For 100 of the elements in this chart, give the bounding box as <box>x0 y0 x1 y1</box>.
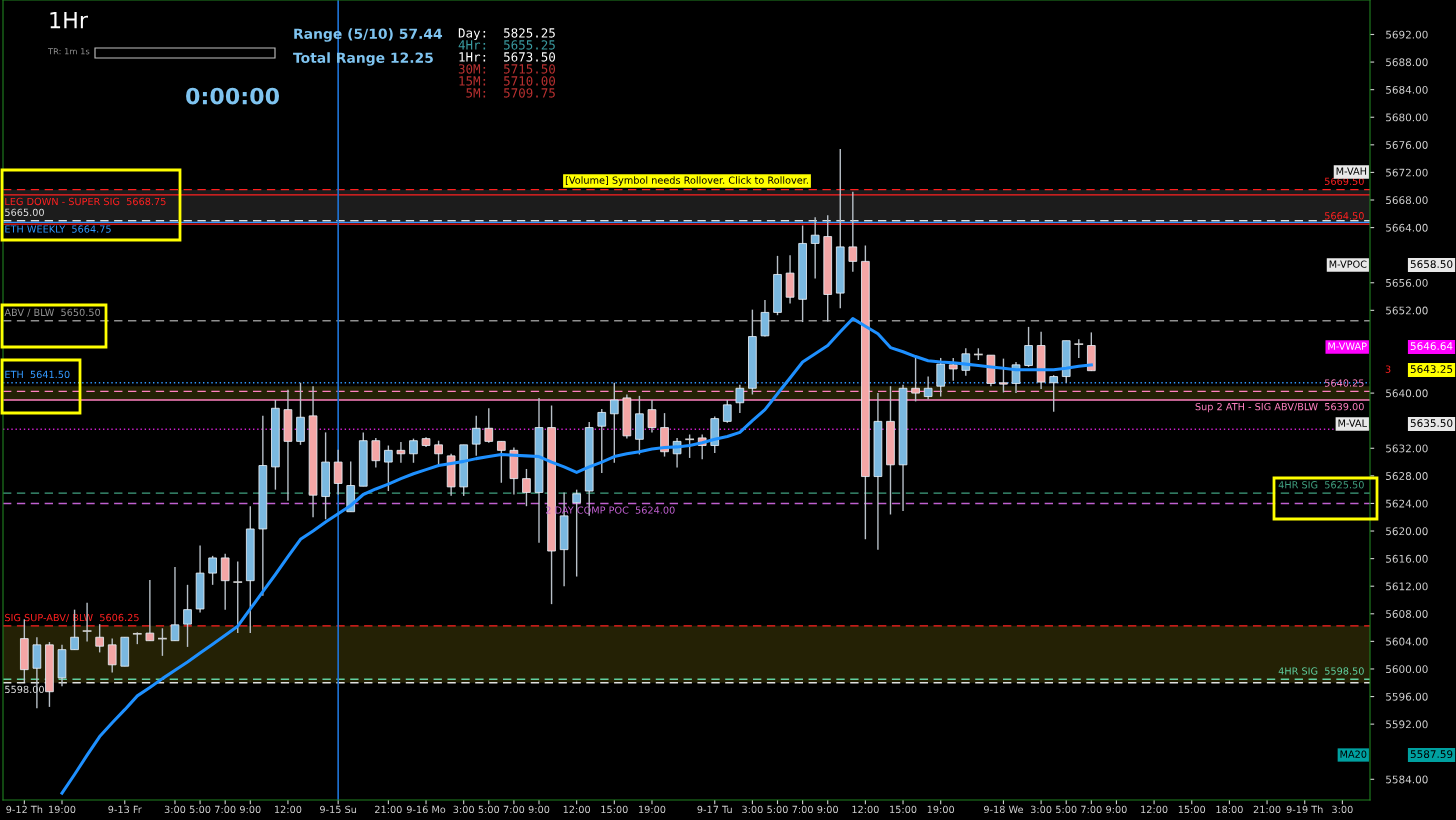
x-tick-label: 3:00 <box>453 805 474 814</box>
text: 5646.64 <box>1410 342 1453 351</box>
x-tick-label: 5:00 <box>767 805 788 814</box>
x-tick-label: 7:00 <box>792 805 813 814</box>
annotation: M-VAL <box>1338 419 1367 427</box>
x-tick-label: 7:00 <box>1081 805 1102 814</box>
ref-line-label: 5640.25 <box>1324 379 1364 387</box>
x-tick-label: 12:00 <box>852 805 879 814</box>
ref-line-label: LEG DOWN - SUPER SIG 5668.75 <box>5 197 166 206</box>
annotation: Day: 5825.25 <box>458 28 555 41</box>
ref-line-label: 5669.50 <box>1324 177 1364 185</box>
x-tick-label: 12:00 <box>1141 805 1168 814</box>
x-tick-label: 15:00 <box>601 805 628 814</box>
ref-line-label: 4HR SIG 5625.50 <box>1278 481 1364 489</box>
candlestick <box>220 553 230 611</box>
candlestick <box>848 191 858 273</box>
y-tick-label: 5628.00 <box>1386 472 1428 480</box>
x-tick-label: 21:00 <box>375 805 402 814</box>
ref-line-label: 4HR SIG 5598.50 <box>1278 667 1364 675</box>
candlestick <box>107 637 117 674</box>
annotation: TR: 1m 1s <box>47 48 90 55</box>
y-tick-label: 5672.00 <box>1386 168 1428 177</box>
annotation: 0:00:00 <box>186 87 280 105</box>
candlestick <box>232 560 243 634</box>
x-tick-label: 5:00 <box>189 805 211 814</box>
candlestick <box>610 382 619 464</box>
text: 5635.50 <box>1410 419 1453 428</box>
candlestick <box>522 468 531 507</box>
candlestick <box>923 375 933 401</box>
candlestick <box>647 399 657 434</box>
x-tick-label: 15:00 <box>1178 805 1206 814</box>
ref-line-label: ETH WEEKLY 5664.75 <box>5 225 111 233</box>
x-tick-label: 9-13 Fr <box>108 805 142 814</box>
candlestick <box>1024 326 1033 368</box>
x-tick-label: 9:00 <box>528 805 550 814</box>
candlestick <box>434 439 443 465</box>
y-tick-label: 5640.00 <box>1386 389 1428 398</box>
x-tick-label: 9-17 Tu <box>697 805 732 814</box>
x-tick-label: 9-15 Su <box>320 805 357 814</box>
y-tick-label: 5656.00 <box>1386 278 1428 287</box>
y-tick-label: 5620.00 <box>1386 527 1428 536</box>
x-tick-label: 19:00 <box>639 805 666 814</box>
y-tick-label: 5652.00 <box>1386 306 1428 315</box>
annotation: 1Hr: 5673.50 <box>459 52 556 62</box>
x-tick-label: 3:00 <box>164 805 186 814</box>
annotation: MA20 <box>1340 750 1367 758</box>
x-tick-label: 9:00 <box>1106 805 1127 814</box>
candlestick <box>597 408 607 474</box>
candlestick <box>145 579 155 642</box>
y-tick-label: 5612.00 <box>1386 582 1428 591</box>
candlestick <box>760 299 770 338</box>
annotation: 4Hr: 5655.25 <box>458 40 555 50</box>
x-tick-label: 9:00 <box>239 805 261 814</box>
annotation: 1Hr <box>50 11 88 29</box>
x-tick-label: 7:00 <box>503 805 525 814</box>
candlestick <box>999 357 1008 394</box>
candlestick <box>396 441 406 464</box>
y-tick-label: 5692.00 <box>1386 30 1428 39</box>
annotation: 30M: 5715.50 <box>458 64 556 74</box>
text: 5643.25 <box>1410 365 1453 374</box>
candlestick <box>333 448 343 496</box>
y-tick-label: 5616.00 <box>1386 554 1428 563</box>
candlestick <box>1073 338 1085 359</box>
candlestick <box>911 357 920 403</box>
x-tick-label: 3:00 <box>1030 805 1052 814</box>
x-tick-label: 21:00 <box>1253 805 1281 814</box>
candlestick <box>409 437 418 464</box>
y-tick-label: 5680.00 <box>1386 113 1428 122</box>
y-tick-label: 5664.00 <box>1386 223 1428 232</box>
x-tick-label: 9-16 Mo <box>406 805 446 814</box>
candlestick <box>183 584 192 648</box>
candlestick <box>170 566 180 642</box>
y-tick-label: 5684.00 <box>1386 85 1428 94</box>
x-tick-label: 9-18 We <box>983 805 1024 814</box>
y-tick-label: 5608.00 <box>1386 610 1428 618</box>
annotation: M-VAH <box>1336 167 1367 175</box>
y-tick-label: 5632.00 <box>1386 444 1428 453</box>
candlestick <box>497 440 506 484</box>
x-tick-label: 12:00 <box>275 805 302 814</box>
y-tick-label: 5676.00 <box>1386 141 1428 149</box>
candlestick <box>484 407 494 444</box>
candlestick <box>95 623 104 654</box>
y-tick-label: 5600.00 <box>1386 665 1428 674</box>
annotation: 15M: 5710.00 <box>459 76 556 86</box>
x-tick-label: 3:00 <box>1332 805 1353 814</box>
candlestick <box>371 437 381 469</box>
x-tick-label: 5:00 <box>478 805 500 814</box>
candlestick <box>684 433 695 459</box>
annotation: M-VWAP <box>1328 342 1367 350</box>
y-tick-label: 5688.00 <box>1386 58 1428 67</box>
annotation: [Volume] Symbol needs Rollover. Click to Rollover. <box>565 176 808 186</box>
ref-line-label: 5665.00 <box>5 208 44 217</box>
y-tick-label: 5596.00 <box>1386 692 1428 701</box>
y-tick-label: 5624.00 <box>1386 499 1428 508</box>
y-tick-label: 5604.00 <box>1386 637 1428 646</box>
ref-line-label: ETH 5641.50 <box>5 370 70 379</box>
annotation: M-VPOC <box>1329 260 1367 268</box>
x-tick-label: 19:00 <box>927 805 955 814</box>
x-tick-label: 5:00 <box>1056 805 1077 814</box>
ref-line-label: ABV / BLW 5650.50 <box>4 308 101 317</box>
